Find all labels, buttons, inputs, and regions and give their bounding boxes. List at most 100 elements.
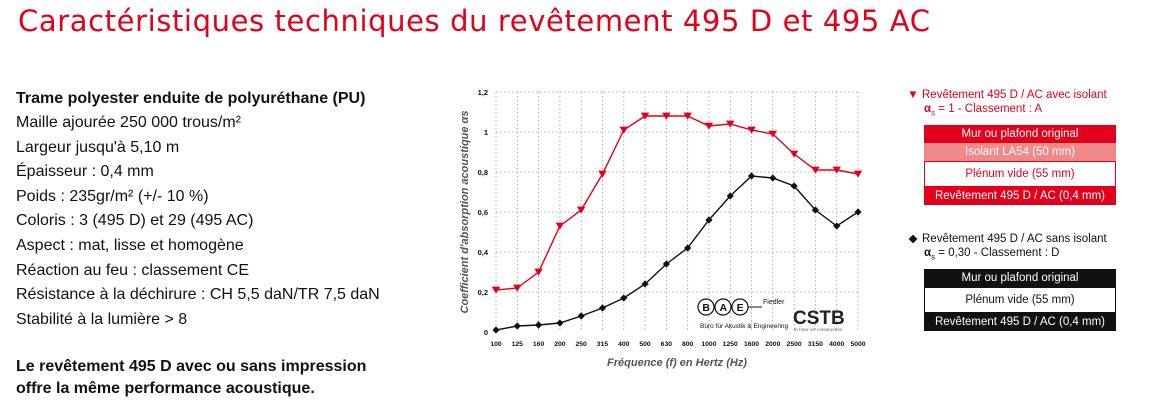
red-point <box>534 268 543 276</box>
black-point <box>811 206 820 214</box>
x-tick-label: 5000 <box>850 341 865 348</box>
red-point <box>598 170 607 178</box>
specs-block: Trame polyester enduite de polyuréthane … <box>16 86 436 332</box>
red-point <box>832 166 841 174</box>
black-point <box>662 260 670 268</box>
x-tick-label: 160 <box>533 341 545 348</box>
black-point <box>790 182 798 190</box>
chart-axes: 0 0,2 0,4 0,6 0,8 1 1,2 100 125 160 200 250 315 400 50… <box>459 88 866 369</box>
x-tick-label: 2000 <box>765 341 780 348</box>
specs-heading: Trame polyester enduite de polyuréthane … <box>16 90 366 107</box>
y-tick-label: 0 <box>484 328 488 337</box>
note-line-2: offre la même performance acoustique. <box>16 380 315 397</box>
bae-caption: Büro für Akustik & Engineering <box>700 323 789 330</box>
cstb-text: CSTB <box>793 308 845 329</box>
x-tick-label: 1600 <box>744 341 759 348</box>
black-point <box>833 222 841 230</box>
x-tick-label: 1250 <box>723 341 738 348</box>
x-tick-label: 100 <box>490 341 502 348</box>
spec-line: Maille ajourée 250 000 trous/m² <box>16 114 242 131</box>
chart-grid <box>495 91 859 332</box>
red-point <box>683 112 692 120</box>
x-tick-label: 315 <box>597 341 609 348</box>
chart-logos: B A E Fiedler Büro für Akustik & Enginee… <box>697 298 845 333</box>
triangle-down-icon: ▼ <box>907 89 919 101</box>
alpha-symbol: α <box>924 103 932 115</box>
black-point <box>641 280 649 288</box>
black-point <box>598 304 607 312</box>
red-point <box>513 284 522 292</box>
y-tick-label: 1,2 <box>478 88 488 97</box>
diamond-icon: ◆ <box>908 233 918 245</box>
x-tick-label: 250 <box>576 341 588 348</box>
legend-black-class: = 0,30 - Classement : D <box>938 247 1060 259</box>
x-tick-label: 2500 <box>787 341 802 348</box>
red-point <box>619 126 628 134</box>
red-point <box>726 120 735 128</box>
alpha-subscript: s <box>931 108 936 118</box>
x-tick-label: 3150 <box>808 341 823 348</box>
note-line-1: Le revêtement 495 D avec ou sans impress… <box>16 358 367 375</box>
red-point <box>640 112 650 120</box>
bae-logo: B A E Fiedler Büro für Akustik & Enginee… <box>697 298 789 330</box>
alpha-symbol: α <box>924 247 932 259</box>
red-point <box>662 112 671 120</box>
x-tick-label: 200 <box>554 341 566 348</box>
bae-fiedler: Fiedler <box>763 299 785 306</box>
cstb-logo: CSTB le futur en construction <box>793 308 845 333</box>
layer-coating: Revêtement 495 D / AC (0,4 mm) <box>924 313 1116 332</box>
layer-plenum: Plénum vide (55 mm) <box>924 287 1116 314</box>
y-tick-label: 0,8 <box>478 168 488 177</box>
y-axis-label: Coefficient d'absorption acoustique αs <box>459 111 471 314</box>
series-line <box>495 175 859 331</box>
legend-red-class: = 1 - Classement : A <box>938 103 1043 115</box>
red-point <box>789 150 799 158</box>
spec-line: Largeur jusqu'à 5,10 m <box>16 138 180 156</box>
x-tick-label: 125 <box>512 341 524 348</box>
layer-original-wall: Mur ou plafond original <box>924 125 1116 144</box>
black-point <box>492 326 500 334</box>
legend-without-insulation: ◆ Revêtement 495 D / AC sans isolant αs =… <box>904 232 1116 332</box>
x-tick-label: 1000 <box>701 341 716 348</box>
black-point <box>705 216 713 224</box>
black-point <box>513 322 521 330</box>
black-point <box>577 312 585 320</box>
layer-plenum: Plénum vide (55 mm) <box>924 161 1116 188</box>
page-title: Caractéristiques techniques du revêtemen… <box>18 4 931 38</box>
spec-line: Stabilité à la lumière > 8 <box>16 310 188 328</box>
y-tick-label: 0,4 <box>478 248 489 257</box>
y-tick-label: 0,2 <box>478 288 488 297</box>
legend-with-insulation: ▼ Revêtement 495 D / AC avec isolant αs =… <box>904 88 1116 206</box>
x-tick-label: 400 <box>618 341 630 348</box>
red-point <box>576 206 586 214</box>
red-point <box>747 126 756 134</box>
black-point <box>747 172 756 180</box>
layer-stack-red: Mur ou plafond original Isolant LA54 (50… <box>924 125 1116 206</box>
red-point <box>811 166 820 174</box>
layer-insulation: Isolant LA54 (50 mm) <box>924 143 1116 162</box>
x-tick-label: 4000 <box>829 341 844 348</box>
x-axis-label: Fréquence (f) en Hertz (Hz) <box>607 357 747 369</box>
series-line <box>495 115 859 291</box>
layer-original-wall: Mur ou plafond original <box>924 269 1116 288</box>
spec-line: Aspect : mat, lisse et homogène <box>16 236 244 254</box>
x-tick-label: 630 <box>661 341 673 348</box>
chart-series <box>491 112 863 334</box>
black-point <box>769 174 777 182</box>
y-tick-label: 1 <box>484 128 488 137</box>
absorption-chart: 0 0,2 0,4 0,6 0,8 1 1,2 100 125 160 200 250 315 400 50… <box>459 88 866 369</box>
legend-black-title: Revêtement 495 D / AC sans isolant <box>922 233 1107 245</box>
layer-stack-black: Mur ou plafond original Plénum vide (55 … <box>924 269 1116 332</box>
cstb-caption: le futur en construction <box>794 327 843 333</box>
spec-line: Épaisseur : 0,4 mm <box>16 163 154 181</box>
legend-red-title: Revêtement 495 D / AC avec isolant <box>922 89 1107 101</box>
red-point <box>704 122 714 130</box>
red-point <box>768 130 778 138</box>
red-point <box>555 222 565 230</box>
black-point <box>534 321 543 329</box>
black-point <box>620 294 628 302</box>
black-point <box>556 319 564 327</box>
black-point <box>726 192 734 200</box>
x-tick-label: 500 <box>639 341 651 348</box>
spec-line: Poids : 235gr/m² (+/- 10 %) <box>16 187 209 205</box>
